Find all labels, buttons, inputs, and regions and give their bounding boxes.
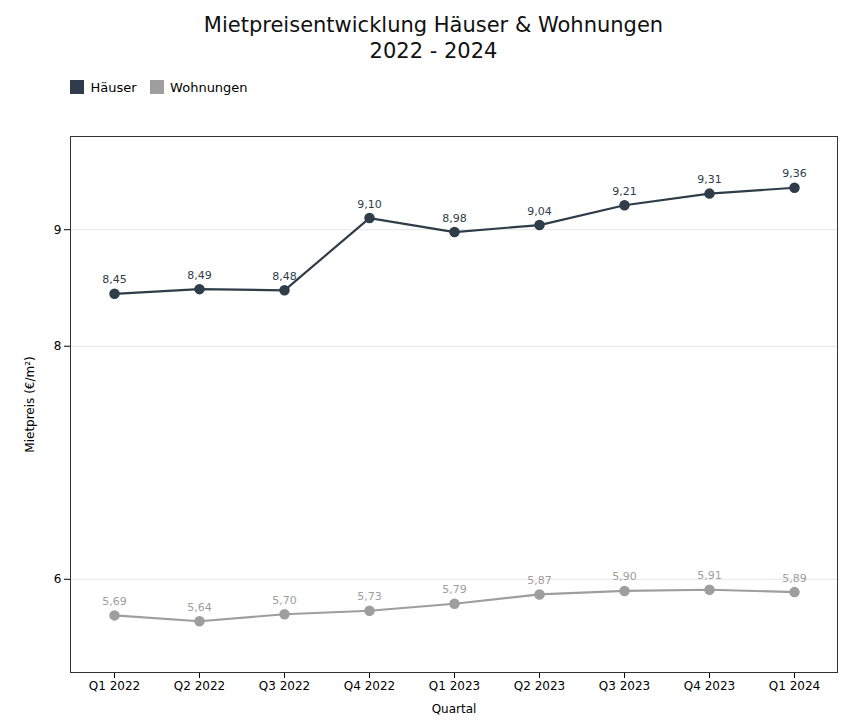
svg-text:5,91: 5,91: [697, 569, 722, 582]
svg-text:9,21: 9,21: [612, 185, 637, 198]
html-text:Häuser: Häuser: [90, 79, 137, 95]
svg-text:Q1 2022: Q1 2022: [89, 679, 140, 693]
svg-text:8,45: 8,45: [102, 273, 127, 286]
svg-text:8: 8: [54, 339, 62, 353]
svg-text:5,64: 5,64: [187, 601, 212, 614]
svg-text:5,73: 5,73: [357, 590, 382, 603]
svg-text:Quartal: Quartal: [432, 702, 477, 716]
svg-text:8,49: 8,49: [187, 269, 212, 282]
svg-text:Q2 2023: Q2 2023: [514, 679, 565, 693]
svg-text:Q3 2022: Q3 2022: [259, 679, 310, 693]
svg-text:Q3 2023: Q3 2023: [599, 679, 650, 693]
svg-text:Q4 2022: Q4 2022: [344, 679, 395, 693]
svg-text:5,70: 5,70: [272, 594, 297, 607]
svg-text:Q1 2023: Q1 2023: [429, 679, 480, 693]
svg-text:9,31: 9,31: [697, 173, 722, 186]
svg-text:Q4 2023: Q4 2023: [684, 679, 735, 693]
svg-text:5,89: 5,89: [782, 572, 807, 585]
html-text:Mietpreisentwicklung Häuser &: Mietpreisentwicklung Häuser & Wohnungen …: [203, 13, 664, 64]
svg-text:6: 6: [54, 572, 62, 586]
svg-text:5,90: 5,90: [612, 570, 637, 583]
svg-text:9,04: 9,04: [527, 205, 552, 218]
svg-text:8,98: 8,98: [442, 212, 467, 225]
svg-text:9,10: 9,10: [357, 198, 382, 211]
svg-text:9,36: 9,36: [782, 167, 807, 180]
svg-text:8,48: 8,48: [272, 270, 297, 283]
svg-text:5,69: 5,69: [102, 595, 127, 608]
html-text:Wohnungen: Wohnungen: [170, 79, 248, 95]
svg-text:9: 9: [54, 223, 62, 237]
svg-text:5,87: 5,87: [527, 574, 552, 587]
svg-text:Q1 2024: Q1 2024: [769, 679, 820, 693]
svg-text:Q2 2022: Q2 2022: [174, 679, 225, 693]
svg-text:Mietpreis (€/m²): Mietpreis (€/m²): [23, 356, 37, 452]
svg-text:5,79: 5,79: [442, 583, 467, 596]
